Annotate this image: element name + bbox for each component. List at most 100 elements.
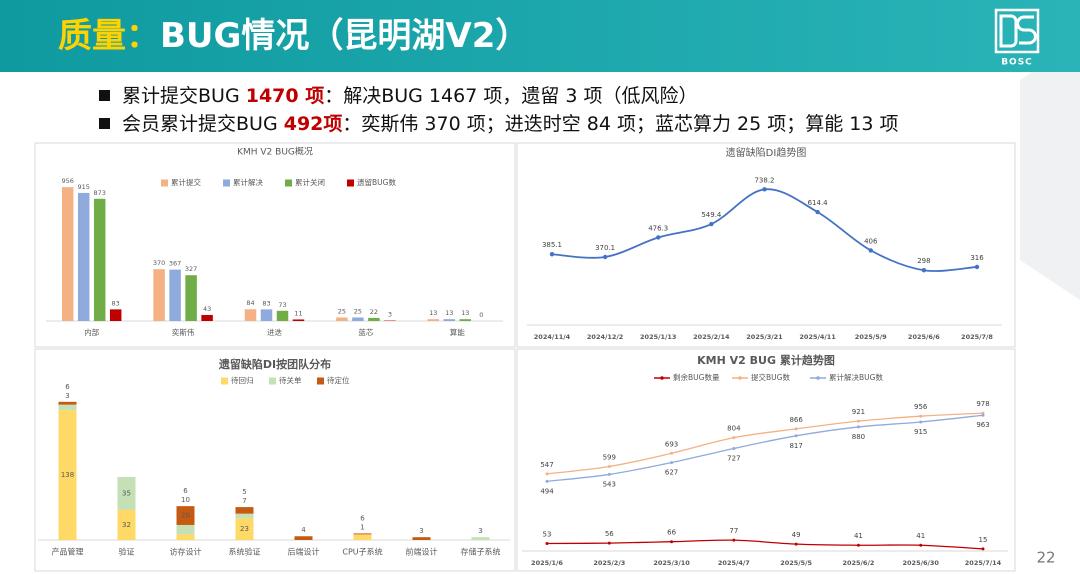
bar-segment: [117, 477, 136, 510]
point: [981, 413, 985, 417]
data-label: 77: [729, 527, 738, 535]
legend-marker: [816, 376, 820, 380]
bullet-highlight: 492项: [284, 113, 343, 135]
legend-marker: [738, 376, 742, 380]
x-tick-label: 进迭: [267, 327, 282, 337]
data-label: 0: [479, 311, 483, 319]
bullet-lead: 会员累计提交BUG: [122, 113, 284, 135]
data-label: 13: [461, 309, 469, 317]
point: [868, 248, 873, 253]
bar: [352, 317, 364, 321]
bar-segment: [471, 537, 490, 540]
data-label: 25: [354, 308, 362, 316]
point: [732, 538, 736, 542]
data-label: 547: [540, 461, 553, 469]
point: [815, 209, 820, 215]
bullet-lead: 累计提交BUG: [122, 85, 246, 107]
legend-label: 累计提交: [171, 177, 201, 187]
data-label: 3: [388, 311, 392, 319]
data-label: 10: [181, 496, 190, 504]
bar: [169, 269, 181, 321]
data-label: 978: [976, 400, 989, 408]
data-label: 13: [429, 309, 437, 317]
bar-segment: [412, 537, 431, 540]
bar-segment: [176, 524, 195, 535]
line: [546, 412, 984, 475]
legend-label: 遗留BUG数: [357, 177, 396, 187]
point: [762, 187, 767, 192]
data-label: 32: [122, 521, 131, 529]
point: [794, 542, 798, 546]
data-label: 53: [543, 531, 552, 539]
point: [856, 543, 860, 547]
point: [545, 542, 549, 546]
bar: [153, 269, 165, 321]
point: [670, 451, 674, 455]
logo-frame: [994, 8, 1040, 54]
data-label: 915: [77, 183, 89, 191]
bar: [292, 319, 305, 321]
point: [545, 472, 549, 476]
data-label: 84: [246, 299, 254, 307]
bullet-marker: [99, 118, 110, 129]
data-label: 316: [970, 254, 984, 262]
data-label: 385.1: [542, 241, 562, 249]
data-label: 599: [603, 454, 616, 462]
x-tick-label: 2025/5/9: [855, 333, 887, 341]
data-label: 693: [665, 440, 678, 448]
data-label: 3: [65, 392, 69, 400]
data-label: 738.2: [754, 176, 774, 184]
x-tick-label: 2025/4/11: [799, 333, 836, 341]
legend-label: 累计关闭: [295, 177, 325, 187]
bar: [61, 187, 74, 321]
header-band: [0, 0, 1080, 72]
bar: [185, 275, 197, 321]
bullet: 累计提交BUG 1470 项：解决BUG 1467 项，遗留 3 项（低风险）: [122, 85, 697, 107]
bar: [244, 309, 257, 321]
data-label: 23: [240, 525, 249, 533]
bar: [77, 192, 90, 321]
data-label: 406: [864, 237, 878, 245]
title-prefix: 质量：: [58, 16, 160, 56]
x-tick-label: 蓝芯: [358, 327, 373, 337]
point: [794, 434, 798, 438]
bar: [93, 198, 106, 321]
x-tick-label: 2025/4/7: [718, 559, 750, 567]
point: [709, 221, 714, 227]
data-label: 804: [727, 425, 741, 433]
x-tick-label: 2025/1/13: [640, 333, 676, 341]
x-tick-label: 2024/12/2: [587, 333, 623, 341]
bar: [427, 319, 440, 321]
bullet-rest: ：解决BUG 1467 项，遗留 3 项（低风险）: [324, 85, 697, 107]
x-tick-label: 产品管理: [52, 547, 84, 557]
data-label: 83: [112, 299, 120, 307]
data-label: 7: [242, 497, 246, 505]
data-label: 20: [181, 512, 190, 520]
line: [546, 539, 984, 550]
data-label: 543: [603, 480, 616, 488]
point: [607, 472, 611, 476]
bar-segment: [176, 506, 195, 525]
point: [974, 264, 980, 270]
x-tick-label: 前端设计: [406, 547, 438, 557]
data-label: 956: [914, 403, 928, 411]
point: [670, 540, 674, 544]
legend-swatch: [223, 179, 230, 187]
point: [607, 541, 611, 545]
bullet-highlight: 1470 项: [246, 85, 325, 107]
data-label: 138: [61, 471, 74, 479]
bar: [201, 314, 213, 321]
legend-swatch: [221, 377, 228, 385]
chart-title: 遗留缺陷DI按团队分布: [218, 357, 331, 371]
data-label: 1: [360, 523, 364, 531]
data-label: 25: [338, 308, 346, 316]
data-label: 915: [914, 428, 927, 436]
data-label: 963: [976, 421, 989, 429]
chart-panel: [34, 142, 516, 348]
data-label: 549.4: [701, 211, 722, 219]
x-tick-label: 访存设计: [170, 547, 202, 557]
data-label: 6: [65, 383, 70, 391]
data-label: 6: [360, 514, 365, 522]
data-label: 298: [917, 257, 930, 265]
